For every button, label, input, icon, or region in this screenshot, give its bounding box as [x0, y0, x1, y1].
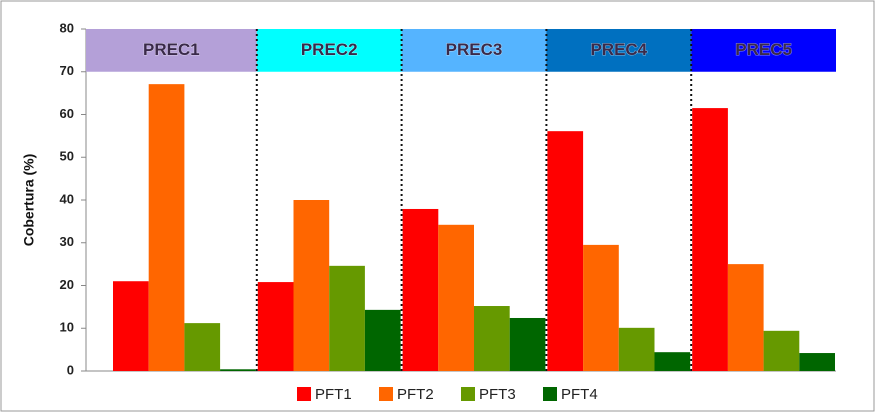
legend-swatch	[379, 387, 393, 401]
y-tick-label: 60	[60, 106, 74, 121]
y-tick-label: 10	[60, 320, 74, 335]
category-label: PREC1	[143, 40, 200, 59]
bar	[329, 265, 365, 371]
bar	[692, 108, 728, 372]
bar	[618, 327, 655, 371]
y-tick-label: 50	[60, 149, 74, 164]
legend-swatch	[461, 387, 475, 401]
bar	[583, 244, 619, 371]
bar	[184, 323, 221, 371]
bar	[799, 353, 835, 371]
legend-label: PFT1	[315, 386, 352, 403]
category-header	[546, 29, 692, 72]
legend-label: PFT2	[397, 386, 434, 403]
y-tick-label: 80	[60, 20, 74, 35]
legend-label: PFT3	[479, 386, 516, 403]
category-header	[691, 29, 836, 72]
bar	[220, 369, 256, 371]
legend-label: PFT4	[561, 386, 598, 403]
category-label: PREC5	[735, 40, 792, 59]
bar	[654, 352, 691, 371]
category-header	[401, 29, 547, 72]
y-axis-title: Cobertura (%)	[21, 154, 37, 247]
y-tick-label: 0	[67, 362, 74, 377]
bar	[148, 84, 185, 372]
bar	[293, 200, 330, 371]
bar	[257, 282, 294, 371]
category-label: PREC3	[446, 40, 503, 59]
legend-swatch	[543, 387, 557, 401]
bar	[509, 317, 546, 371]
bar	[474, 306, 510, 371]
bar	[547, 131, 584, 371]
bar	[364, 309, 401, 371]
bar	[438, 224, 474, 371]
legend-swatch	[297, 387, 311, 401]
y-tick-label: 30	[60, 234, 74, 249]
category-label: PREC2	[301, 40, 358, 59]
bar	[402, 208, 439, 371]
y-tick-label: 70	[60, 63, 74, 78]
y-tick-label: 40	[60, 191, 74, 206]
category-header	[256, 29, 402, 72]
bar	[763, 330, 800, 371]
bar	[727, 264, 764, 371]
y-tick-label: 20	[60, 277, 74, 292]
category-header	[86, 29, 257, 72]
bar	[113, 281, 149, 371]
category-label: PREC4	[590, 40, 647, 59]
